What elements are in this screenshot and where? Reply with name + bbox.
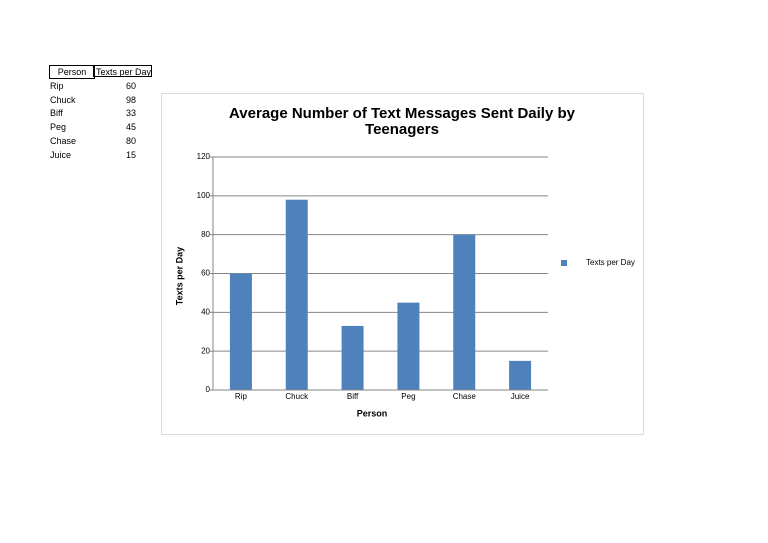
table-header: Person <box>49 65 95 79</box>
x-tick-label: Rip <box>235 392 248 401</box>
y-axis-label: Texts per Day <box>174 247 184 305</box>
table-cell: 60 <box>125 81 136 91</box>
x-tick-label: Biff <box>347 392 359 401</box>
x-axis-label: Person <box>357 408 388 418</box>
table-cell: 98 <box>125 94 136 105</box>
y-tick-label: 0 <box>206 385 211 394</box>
table-cell: 15 <box>125 149 136 160</box>
bar <box>341 325 364 390</box>
table-cell: Chase <box>50 135 77 146</box>
table-cell: 80 <box>125 135 136 146</box>
legend-label: Texts per Day <box>586 258 635 267</box>
y-tick-label: 20 <box>201 346 210 355</box>
bar <box>453 234 476 390</box>
y-tick-label: 40 <box>201 307 210 316</box>
table-cell: Peg <box>50 122 67 133</box>
table-cell: Chuck <box>50 94 76 105</box>
table-header: Texts per Day <box>93 65 152 77</box>
chart-title: Average Number of Text Messages Sent Dai… <box>229 105 575 138</box>
table-cell: Rip <box>50 81 64 91</box>
x-tick-label: Chase <box>453 392 477 401</box>
x-tick-label: Chuck <box>285 392 309 401</box>
y-tick-label: 60 <box>201 269 210 278</box>
y-tick-label: 120 <box>197 152 211 161</box>
table-cell: 45 <box>125 122 136 133</box>
bar <box>509 360 532 390</box>
x-tick-label: Juice <box>511 392 530 401</box>
table-cell: Biff <box>50 108 63 119</box>
bar <box>285 199 308 390</box>
table-cell: Juice <box>50 149 72 160</box>
legend-swatch <box>561 260 567 266</box>
bar <box>229 273 252 390</box>
y-tick-label: 80 <box>201 230 210 239</box>
x-tick-label: Peg <box>401 392 415 401</box>
table-cell: 33 <box>125 108 136 119</box>
bar <box>397 302 420 390</box>
y-tick-label: 100 <box>197 191 211 200</box>
